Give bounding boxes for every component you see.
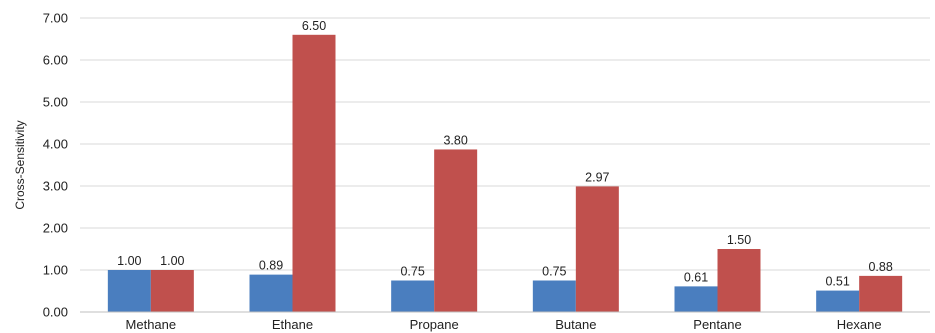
bar: [107, 270, 151, 312]
y-tick-label: 4.00: [43, 137, 68, 152]
y-axis-title: Cross-Sensitivity: [13, 120, 27, 209]
data-label: 0.88: [868, 260, 892, 274]
bars: [107, 34, 903, 313]
x-category-label: Ethane: [272, 317, 313, 332]
bar: [434, 149, 478, 312]
bar: [292, 34, 336, 313]
y-tick-label: 3.00: [43, 179, 68, 194]
y-tick-label: 5.00: [43, 95, 68, 110]
data-label: 0.61: [684, 270, 708, 284]
y-tick-label: 0.00: [43, 305, 68, 320]
data-label: 1.00: [117, 254, 141, 268]
y-tick-label: 2.00: [43, 221, 68, 236]
x-category-label: Hexane: [837, 317, 882, 332]
bar: [859, 275, 903, 312]
data-label: 6.50: [302, 19, 326, 33]
x-category-label: Pentane: [693, 317, 741, 332]
x-category-label: Propane: [410, 317, 459, 332]
bar: [575, 186, 619, 312]
grid-lines: [80, 17, 930, 271]
x-category-label: Butane: [555, 317, 596, 332]
data-label: 0.89: [259, 259, 283, 273]
x-category-label: Methane: [126, 317, 177, 332]
data-label: 0.75: [542, 265, 566, 279]
data-label: 0.75: [400, 265, 424, 279]
bar: [150, 270, 194, 312]
bar: [249, 274, 293, 312]
bar: [532, 280, 576, 312]
data-label: 0.51: [825, 275, 849, 289]
bar: [674, 286, 718, 312]
y-tick-label: 7.00: [43, 11, 68, 26]
x-axis-categories: Methane Ethane Propane Butane Pentane Hexane: [126, 317, 882, 332]
bar: [816, 290, 860, 312]
data-label: 2.97: [585, 170, 609, 184]
data-labels: 1.00 1.00 0.89 6.50 0.75 3.80 0.75 2.97 0.61 1.50…: [117, 19, 893, 289]
bar: [391, 280, 435, 312]
y-tick-label: 1.00: [43, 263, 68, 278]
y-tick-label: 6.00: [43, 53, 68, 68]
data-label: 3.80: [443, 133, 467, 147]
bar: [717, 249, 761, 312]
data-label: 1.00: [160, 254, 184, 268]
data-label: 1.50: [727, 233, 751, 247]
y-axis-ticks: 0.00 1.00 2.00 3.00 4.00 5.00 6.00 7.00: [43, 11, 68, 320]
